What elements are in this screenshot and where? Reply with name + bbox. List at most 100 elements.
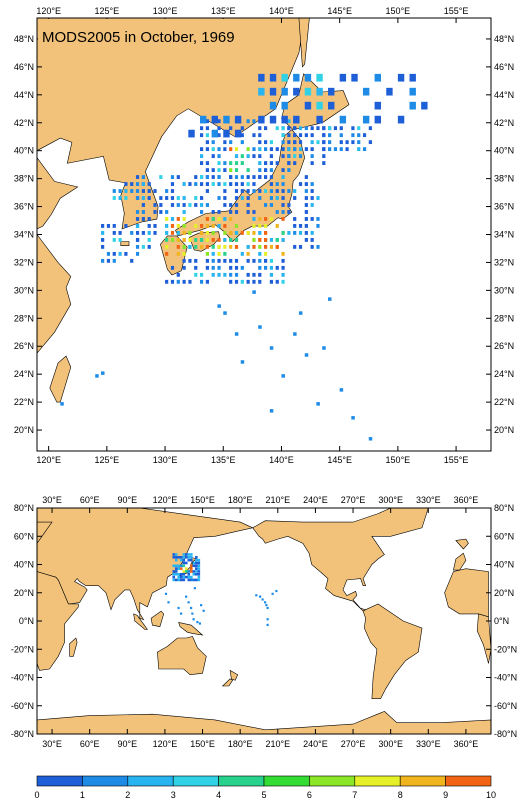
observation-cell: [246, 147, 250, 152]
observation-cell: [112, 189, 116, 193]
observation-cell: [153, 203, 157, 207]
observation-cell: [304, 87, 312, 96]
observation-cell: [211, 224, 215, 228]
observation-cell: [165, 279, 169, 284]
colorbar-label: 2: [125, 790, 130, 800]
observation-cell: [176, 237, 180, 242]
observation-cell: [258, 161, 262, 166]
observation-cell: [281, 279, 285, 284]
observation-cell: [141, 203, 145, 207]
observation-cell: [223, 237, 227, 242]
observation-cell: [293, 126, 297, 131]
colorbar-segment: [399, 775, 446, 787]
global-observation-cell: [184, 561, 188, 565]
observation-cell: [287, 231, 291, 235]
observation-cell: [135, 210, 140, 214]
observation-cell: [194, 244, 198, 249]
observation-cell: [281, 140, 285, 145]
observation-cell: [264, 244, 268, 249]
global-observation-cell: [187, 575, 191, 579]
x-tick-label-bottom: 60°E: [80, 739, 100, 749]
observation-cell: [229, 279, 233, 284]
observation-cell: [147, 196, 151, 200]
observation-cell: [229, 203, 233, 207]
observation-cell: [269, 346, 274, 350]
global-observation-cell: [195, 558, 198, 562]
bottom-map-axis-ticks: 30°E 30°E 60°E 60°E 90°E 90°E 120°E 120°E 150°E 1…: [11, 495, 517, 749]
observation-cell: [211, 140, 215, 145]
observation-cell: [217, 244, 221, 249]
global-observation-cell: [192, 570, 196, 573]
colorbar-label: 0: [34, 790, 39, 800]
observation-cell: [258, 272, 262, 277]
observation-cell: [159, 210, 163, 214]
observation-cell: [170, 203, 175, 207]
observation-cell: [328, 140, 332, 145]
observation-cell: [258, 217, 262, 221]
observation-cell: [223, 182, 227, 186]
observation-cell: [357, 140, 361, 145]
global-observation-cell: [182, 575, 186, 579]
observation-cell: [298, 147, 303, 152]
observation-cell: [223, 224, 227, 228]
observation-cell: [281, 101, 288, 110]
observation-cell: [199, 115, 207, 124]
observation-cell: [165, 251, 169, 256]
observation-cell: [269, 244, 274, 249]
colorbar-label: 7: [352, 790, 357, 800]
observation-cell: [287, 154, 291, 159]
global-observation-cell: [197, 575, 201, 579]
x-tick-label-top: 60°E: [80, 495, 100, 505]
observation-cell: [229, 168, 233, 172]
observation-cell: [223, 140, 227, 145]
observation-cell: [304, 210, 308, 214]
observation-cell: [368, 126, 372, 131]
observation-cell: [205, 161, 209, 166]
observation-cell: [275, 161, 279, 166]
global-observation-cell: [275, 589, 278, 593]
observation-cell: [281, 87, 288, 96]
observation-cell: [269, 279, 274, 284]
y-tick-label-right: 22°N: [494, 397, 514, 407]
observation-cell: [135, 244, 140, 249]
observation-cell: [170, 196, 175, 200]
observation-cell: [281, 237, 285, 242]
top-map-frame: [36, 17, 492, 452]
global-observation-cell: [190, 567, 193, 570]
observation-cell: [264, 258, 268, 263]
y-tick-label-right: 44°N: [494, 90, 514, 100]
observation-cell: [234, 237, 239, 242]
observation-cell: [298, 154, 303, 159]
y-tick-label-right: 34°N: [494, 230, 514, 240]
observation-cell: [275, 265, 279, 270]
global-observation-cell: [177, 575, 181, 579]
observation-cell: [322, 161, 326, 166]
observation-cell: [304, 133, 308, 138]
observation-cell: [328, 297, 332, 301]
observation-cell: [234, 265, 239, 270]
observation-cell: [275, 279, 279, 284]
observation-cell: [182, 279, 186, 284]
global-observation-cell: [184, 570, 188, 573]
colorbar-label: 6: [307, 790, 312, 800]
observation-cell: [293, 73, 300, 82]
global-observation-cell: [177, 567, 181, 570]
observation-cell: [304, 182, 308, 186]
observation-cell: [234, 115, 242, 124]
global-observation-cell: [196, 621, 199, 624]
observation-cell: [409, 87, 416, 96]
observation-cell: [217, 119, 221, 124]
global-observation-cell: [198, 622, 201, 625]
observation-cell: [199, 161, 204, 166]
observation-cell: [374, 101, 381, 110]
y-tick-label-left: 20°N: [14, 588, 34, 598]
global-observation-cell: [174, 578, 178, 582]
observation-cell: [264, 189, 268, 193]
observation-cell: [240, 182, 244, 186]
observation-cell: [211, 217, 215, 221]
observation-cell: [339, 126, 343, 131]
observation-cell: [374, 73, 381, 82]
observation-cell: [316, 196, 320, 200]
y-tick-label-right: 24°N: [494, 369, 514, 379]
x-tick-label-bottom: 155°E: [444, 455, 469, 465]
